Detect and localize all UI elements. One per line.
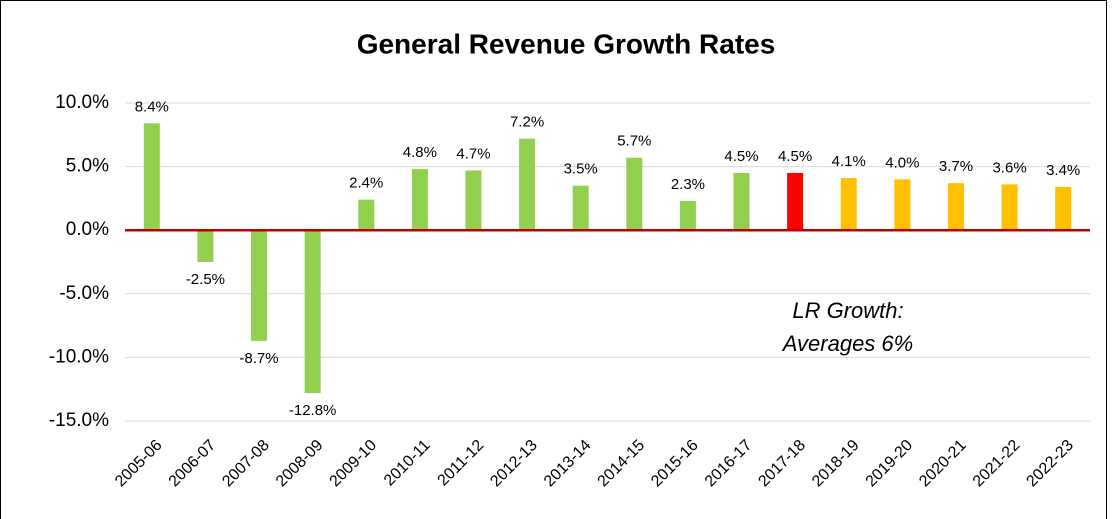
bar	[519, 138, 536, 231]
value-label: 2.3%	[671, 176, 705, 193]
value-label: 8.4%	[135, 98, 169, 115]
y-tick-label: -10.0%	[49, 346, 109, 367]
value-label: 4.8%	[403, 144, 437, 161]
bar	[679, 200, 696, 231]
value-label: 3.7%	[939, 158, 973, 175]
bar	[572, 185, 589, 231]
value-label: 7.2%	[510, 114, 544, 131]
bar	[411, 169, 428, 231]
bar	[947, 183, 964, 231]
bar	[1001, 184, 1018, 231]
bar	[304, 230, 321, 394]
bar	[1055, 186, 1072, 231]
value-label: 4.7%	[456, 145, 490, 162]
y-tick-label: -5.0%	[59, 283, 109, 304]
bar	[358, 199, 375, 231]
value-label: -12.8%	[289, 402, 337, 419]
value-label: -8.7%	[239, 350, 278, 367]
bar	[197, 230, 214, 262]
annotation: LR Growth:	[792, 298, 903, 323]
chart-title: General Revenue Growth Rates	[357, 28, 776, 59]
bar	[894, 179, 911, 231]
value-label: -2.5%	[186, 271, 225, 288]
value-label: 3.6%	[992, 159, 1026, 176]
annotation: Averages 6%	[781, 331, 913, 356]
y-tick-label: -15.0%	[49, 410, 109, 431]
bar	[840, 178, 857, 231]
value-label: 4.5%	[724, 148, 758, 165]
bar	[251, 230, 268, 341]
y-tick-label: 10.0%	[55, 92, 109, 113]
bar	[143, 123, 160, 231]
value-label: 4.1%	[832, 153, 866, 170]
value-label: 3.5%	[564, 161, 598, 178]
bar	[733, 172, 750, 231]
value-label: 3.4%	[1046, 162, 1080, 179]
bar	[626, 157, 643, 231]
y-tick-label: 0.0%	[66, 219, 109, 240]
bar	[787, 172, 804, 231]
value-label: 4.0%	[885, 154, 919, 171]
value-label: 5.7%	[617, 133, 651, 150]
value-label: 4.5%	[778, 148, 812, 165]
y-tick-label: 5.0%	[66, 156, 109, 177]
bar	[465, 170, 482, 231]
value-label: 2.4%	[349, 175, 383, 192]
